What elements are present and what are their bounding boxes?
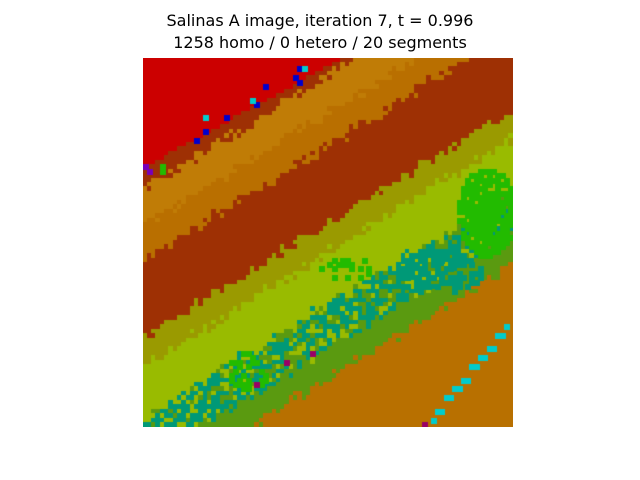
- chart-title: Salinas A image, iteration 7, t = 0.996: [166, 11, 474, 30]
- chart-subtitle: 1258 homo / 0 hetero / 20 segments: [173, 33, 467, 52]
- segmentation-heatmap: [143, 58, 513, 427]
- chart-title-block: Salinas A image, iteration 7, t = 0.996 …: [0, 10, 640, 54]
